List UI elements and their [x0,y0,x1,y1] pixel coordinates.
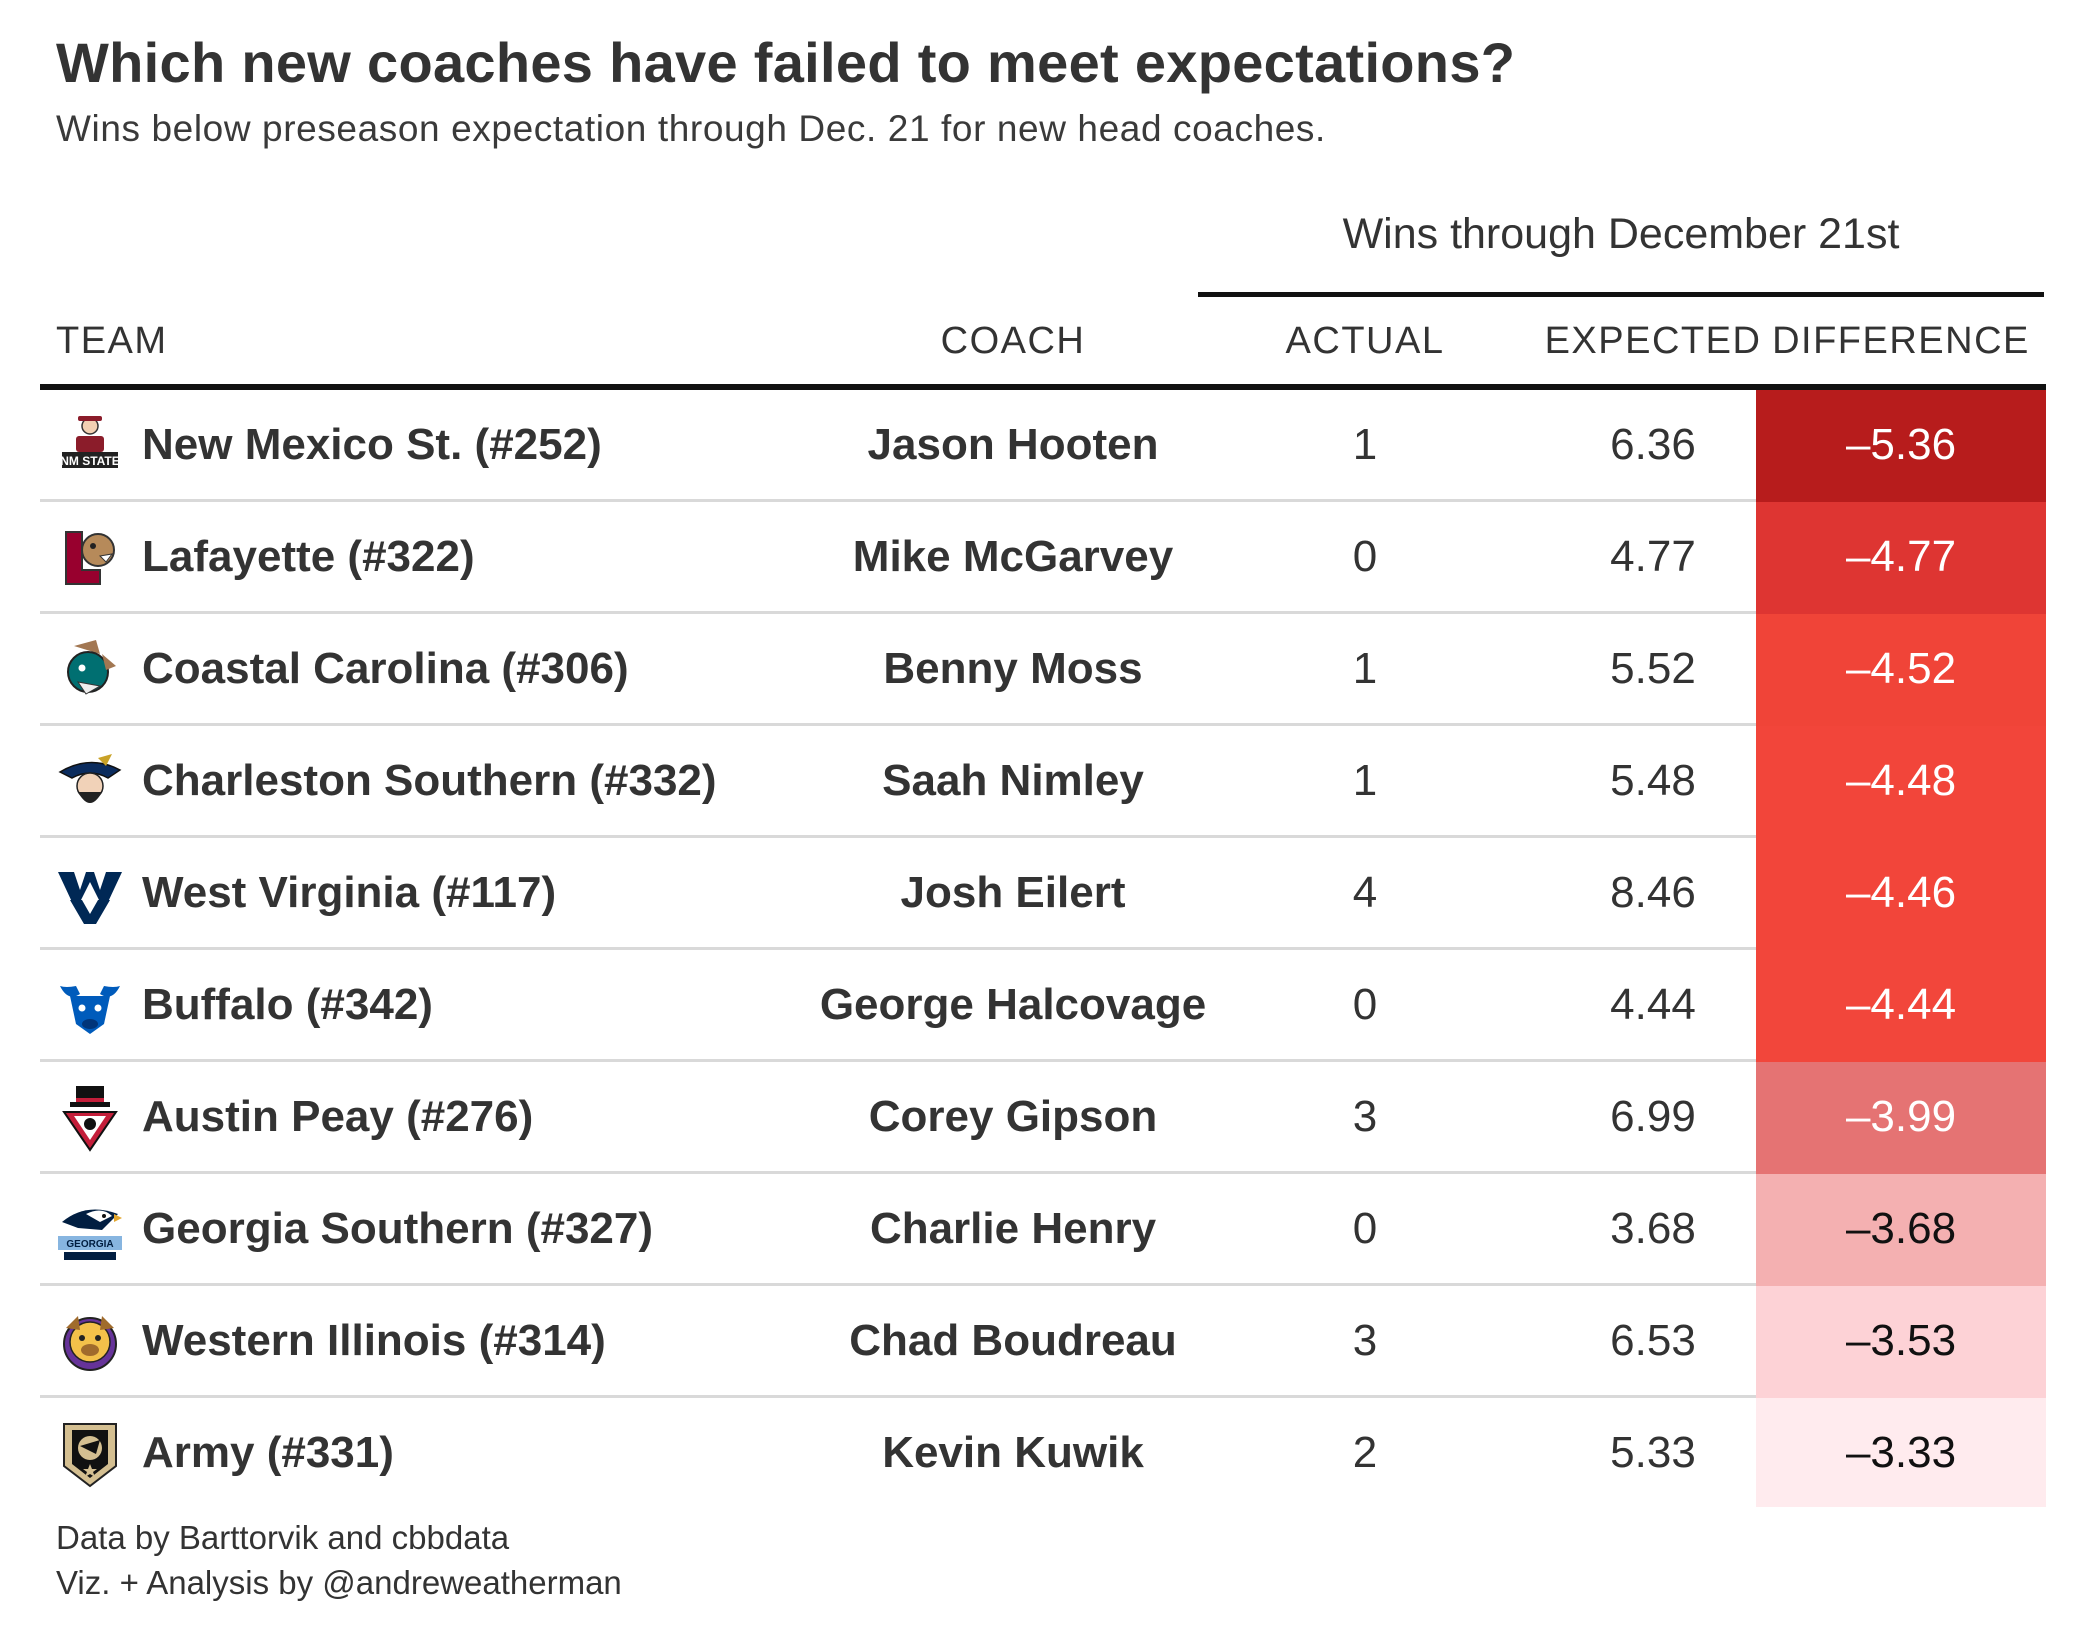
actual-cell: 0 [1352,532,1378,581]
team-cell: Western Illinois (#314) [142,1316,606,1365]
table-row: Buffalo (#342) George Halcovage 0 4.44 –4.44 [40,950,2046,1062]
coach-cell: Corey Gipson [868,1092,1158,1141]
expected-cell: 8.46 [1610,868,1696,917]
coach-cell: George Halcovage [819,980,1207,1029]
difference-cell: –4.52 [1756,614,2046,726]
table-row: Charleston Southern (#332) Saah Nimley 1 5.… [40,726,2046,838]
team-cell: Austin Peay (#276) [142,1092,534,1141]
actual-cell: 0 [1352,1204,1378,1253]
coach-cell: Chad Boudreau [849,1316,1177,1365]
table-row: Coastal Carolina (#306) Benny Moss 1 5.52 –4… [40,614,2046,726]
difference-cell: –3.33 [1756,1398,2046,1507]
austin-peay-logo [56,1084,124,1152]
difference-cell: –4.44 [1756,950,2046,1062]
coach-cell: Saah Nimley [882,756,1144,805]
team-cell: Buffalo (#342) [142,980,433,1029]
team-cell: Coastal Carolina (#306) [142,644,629,693]
header-rule [40,384,2046,390]
table-body: NM STATE New Mexico St. (#252) Jason Hoote… [40,390,2046,1507]
team-cell: Georgia Southern (#327) [142,1204,654,1253]
actual-cell: 0 [1352,980,1378,1029]
table-row: Austin Peay (#276) Corey Gipson 3 6.99 –3.99 [40,1062,2046,1174]
caption-credit: Viz. + Analysis by @andreweatherman [56,1564,622,1601]
coach-cell: Mike McGarvey [852,532,1174,581]
coach-cell: Charlie Henry [869,1204,1157,1253]
table-row: West Virginia (#117) Josh Eilert 4 8.46 –4.4… [40,838,2046,950]
chart-subtitle: Wins below preseason expectation through… [56,108,1326,149]
expected-cell: 6.36 [1610,420,1696,469]
header-difference: DIFFERENCE [1772,320,2030,362]
column-spanner: Wins through December 21st [1198,206,2044,297]
header-team: TEAM [56,320,168,362]
svg-text:GEORGIA: GEORGIA [66,1239,113,1250]
west-virginia-logo [56,860,124,928]
actual-cell: 3 [1352,1316,1378,1365]
expected-cell: 6.99 [1610,1092,1696,1141]
expected-cell: 5.48 [1610,756,1696,805]
table-row: Western Illinois (#314) Chad Boudreau 3 6.5… [40,1286,2046,1398]
coastal-carolina-logo [56,636,124,704]
table-row: Army (#331) Kevin Kuwik 2 5.33 –3.33 [40,1398,2046,1507]
coaches-table: TEAM COACH ACTUAL EXPECTED DIFFERENCE NM… [40,312,2046,1507]
table-row: GEORGIA Georgia Southern (#327) Charlie He… [40,1174,2046,1286]
actual-cell: 1 [1352,420,1378,469]
actual-cell: 4 [1352,868,1378,917]
expected-cell: 4.44 [1610,980,1696,1029]
western-illinois-logo [56,1308,124,1376]
coach-cell: Jason Hooten [867,420,1159,469]
difference-cell: –4.46 [1756,838,2046,950]
difference-cell: –4.77 [1756,502,2046,614]
table-header: TEAM COACH ACTUAL EXPECTED DIFFERENCE [40,312,2046,384]
difference-cell: –3.53 [1756,1286,2046,1398]
buffalo-logo [56,972,124,1040]
expected-cell: 5.33 [1610,1428,1696,1477]
table-row: Lafayette (#322) Mike McGarvey 0 4.77 –4.77 [40,502,2046,614]
actual-cell: 1 [1352,644,1378,693]
team-cell: New Mexico St. (#252) [142,420,602,469]
table-row: NM STATE New Mexico St. (#252) Jason Hoote… [40,390,2046,502]
coach-cell: Josh Eilert [900,868,1126,917]
difference-cell: –5.36 [1756,390,2046,502]
spanner-rule [1198,292,2044,297]
chart-title: Which new coaches have failed to meet ex… [56,31,1516,94]
expected-cell: 4.77 [1610,532,1696,581]
coach-cell: Kevin Kuwik [882,1428,1144,1477]
expected-cell: 5.52 [1610,644,1696,693]
caption-source: Data by Barttorvik and cbbdata [56,1519,510,1556]
expected-cell: 6.53 [1610,1316,1696,1365]
svg-text:NM STATE: NM STATE [60,454,120,468]
coach-cell: Benny Moss [883,644,1143,693]
header-expected: EXPECTED [1544,320,1762,362]
team-cell: Charleston Southern (#332) [142,756,717,805]
actual-cell: 3 [1352,1092,1378,1141]
spanner-label: Wins through December 21st [1342,210,1900,258]
difference-cell: –4.48 [1756,726,2046,838]
nm-state-logo: NM STATE [56,412,124,480]
header-actual: ACTUAL [1285,320,1445,362]
difference-cell: –3.99 [1756,1062,2046,1174]
team-cell: West Virginia (#117) [142,868,557,917]
caption: Data by Barttorvik and cbbdata Viz. + An… [56,1515,622,1605]
georgia-southern-logo: GEORGIA [56,1196,124,1264]
team-cell: Army (#331) [142,1428,394,1477]
difference-cell: –3.68 [1756,1174,2046,1286]
lafayette-logo [56,524,124,592]
header-coach: COACH [940,320,1086,362]
team-cell: Lafayette (#322) [142,532,475,581]
army-logo [56,1420,124,1488]
actual-cell: 2 [1352,1428,1378,1477]
actual-cell: 1 [1352,756,1378,805]
charleston-southern-logo [56,748,124,816]
expected-cell: 3.68 [1610,1204,1696,1253]
